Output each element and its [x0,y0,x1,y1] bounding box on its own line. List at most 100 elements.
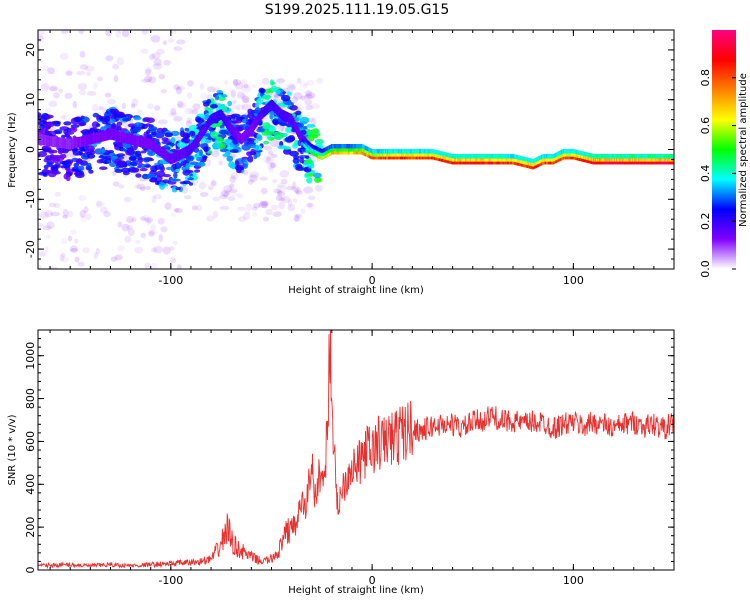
heatmap-cell [377,153,380,160]
heatmap-blob [62,208,69,217]
heatmap-cell [643,161,646,165]
heatmap-cell [306,147,309,150]
heatmap-blob [206,98,212,105]
heatmap-cell [550,158,552,165]
heatmap-cell [510,158,512,165]
heatmap-cell [381,156,384,160]
heatmap-blob [305,92,316,100]
heatmap-blob [164,132,173,138]
heatmap-blob [105,55,114,62]
heatmap-cell [389,156,391,160]
heatmap-cell [406,153,408,160]
heatmap-cell [428,156,430,160]
heatmap-cell [659,161,662,165]
heatmap-cell [144,137,146,149]
heatmap-cell [163,149,165,160]
heatmap-blob [275,89,281,95]
heatmap-cell [534,165,536,169]
heatmap-blob [107,150,114,154]
heatmap-cell [314,150,316,156]
heatmap-blob [226,187,231,195]
heatmap-cell [386,156,388,160]
heatmap-blob [303,159,314,165]
heatmap-cell [271,100,274,111]
x-tick-label: 0 [369,274,376,287]
heatmap-cell [575,154,578,161]
heatmap-blob [199,92,209,100]
heatmap-cell [552,161,555,165]
heatmap-cell [351,151,353,155]
heatmap-cell [522,161,525,168]
heatmap-blob [267,161,276,170]
heatmap-blob [78,195,87,201]
heatmap-blob [131,98,139,107]
heatmap-blob [237,168,242,174]
heatmap-cell [580,155,582,162]
heatmap-cell [177,150,179,161]
heatmap-cell [469,158,472,165]
heatmap-blob [79,209,87,218]
heatmap-cell [108,129,110,140]
heatmap-blob [184,107,194,115]
heatmap-cell [516,159,518,166]
heatmap-cell [514,162,516,165]
heatmap-blob [85,213,92,221]
heatmap-blob [116,121,123,126]
heatmap-blob [134,122,143,128]
heatmap-cell [168,152,171,164]
heatmap-blob [300,129,307,135]
heatmap-cell [622,161,624,165]
heatmap-cell [350,151,352,155]
heatmap-cell [587,157,589,164]
heatmap-blob [175,86,182,95]
heatmap-cell [199,130,202,141]
heatmap-blob [166,166,174,171]
heatmap-cell [341,148,344,155]
heatmap-cell [581,158,583,162]
heatmap-cell [314,153,316,156]
heatmap-cell [235,129,238,140]
heatmap-cell [333,151,335,155]
heatmap-blob [293,187,302,194]
heatmap-cell [328,149,331,156]
heatmap-blob [151,131,157,136]
heatmap-cell [80,136,83,147]
heatmap-cell [377,156,380,160]
heatmap-blob [38,45,41,53]
heatmap-cell [576,157,579,161]
heatmap-blob [287,203,296,212]
heatmap-blob [171,178,181,182]
heatmap-cell [318,155,320,158]
heatmap-cell [373,156,375,160]
heatmap-cell [451,161,454,165]
heatmap-cell [662,161,665,165]
heatmap-cell [280,108,282,119]
heatmap-cell [175,151,177,162]
heatmap-cell [458,161,460,165]
heatmap-blob [142,214,150,222]
heatmap-cell [359,151,362,155]
heatmap-cell [461,161,463,165]
heatmap-blob [38,151,47,157]
heatmap-cell [653,158,655,165]
heatmap-cell [367,151,369,158]
heatmap-blob [314,184,323,192]
heatmap-blob [268,150,274,156]
heatmap-blob [63,163,70,169]
colorbar-tick-label: 0.6 [699,117,712,135]
heatmap-cell [526,165,528,168]
heatmap-cell [434,154,437,161]
heatmap-cell [423,153,425,160]
heatmap-cell [607,158,610,165]
heatmap-cell [505,158,508,165]
heatmap-blob [203,146,209,152]
heatmap-cell [527,162,529,169]
heatmap-cell [531,163,533,170]
heatmap-cell [426,153,428,160]
heatmap-blob [101,148,106,154]
heatmap-cell [655,161,657,165]
heatmap-blob [276,102,286,107]
heatmap-blob [304,94,313,99]
heatmap-cell [668,161,670,165]
heatmap-cell [87,134,89,146]
